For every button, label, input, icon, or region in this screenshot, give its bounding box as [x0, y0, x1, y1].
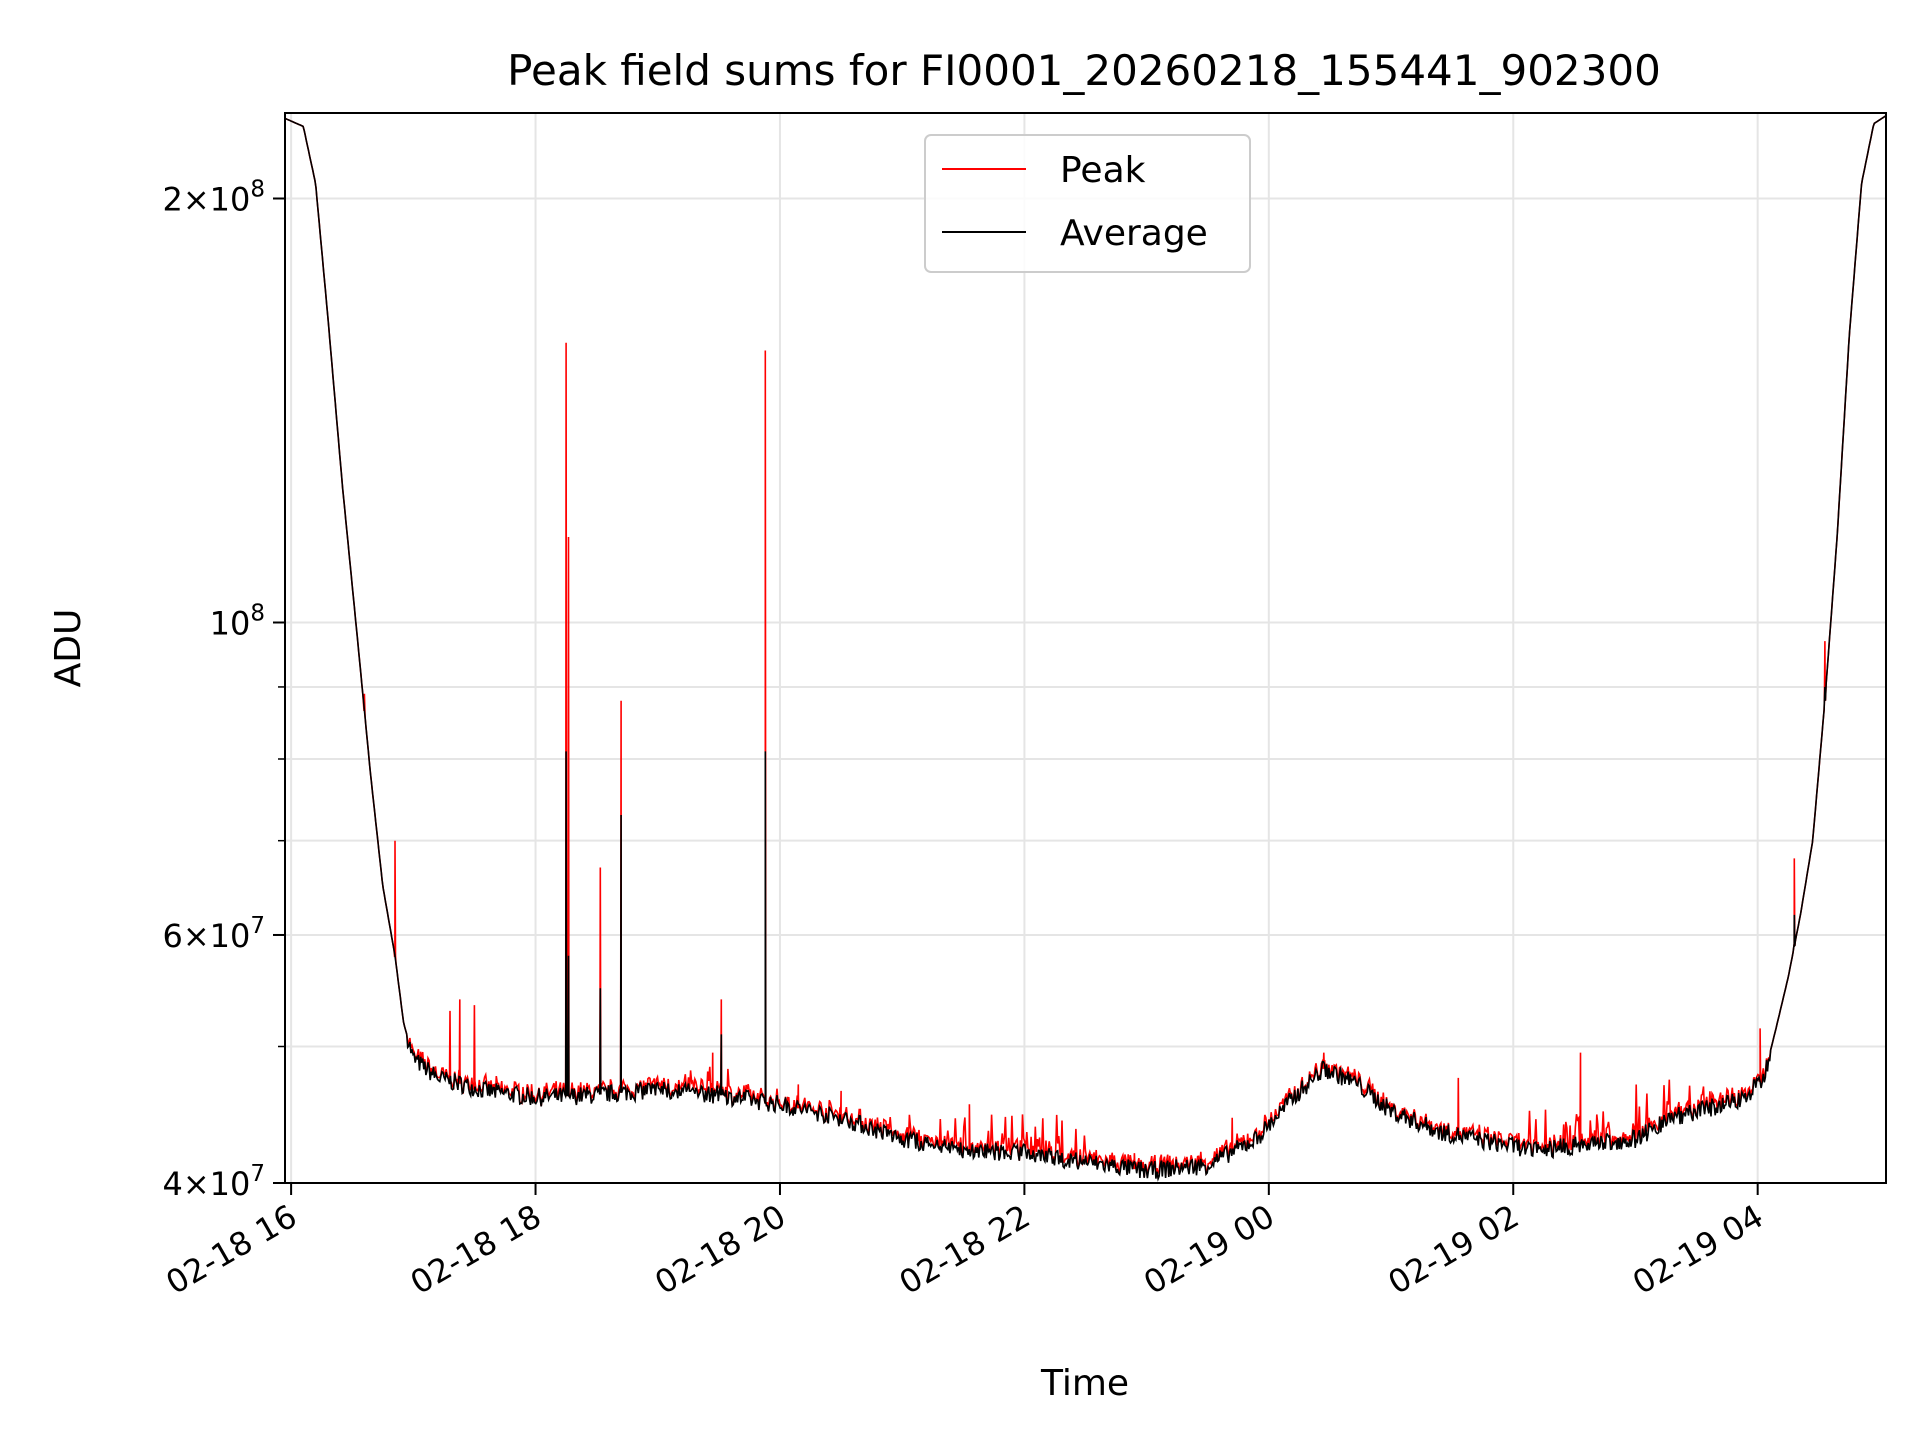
data-lines [284, 115, 1887, 1182]
legend-label-peak: Peak [1060, 150, 1146, 191]
y-tick-label: 2×108 [162, 176, 265, 218]
y-tick-label: 108 [210, 600, 265, 642]
x-axis-label: Time [1040, 1363, 1129, 1404]
y-tick-label: 4×107 [162, 1161, 265, 1203]
chart-title: Peak field sums for FI0001_20260218_1554… [507, 46, 1661, 95]
legend: Peak Average [924, 134, 1251, 273]
plot-frame [284, 112, 1887, 1184]
y-axis-label: ADU [48, 609, 89, 688]
legend-label-average: Average [1060, 213, 1208, 254]
series-average-line [284, 115, 1887, 1182]
y-axis-ticks: 4×107 6×107 108 2×108 [162, 176, 285, 1203]
y-tick-label: 6×107 [162, 913, 265, 955]
